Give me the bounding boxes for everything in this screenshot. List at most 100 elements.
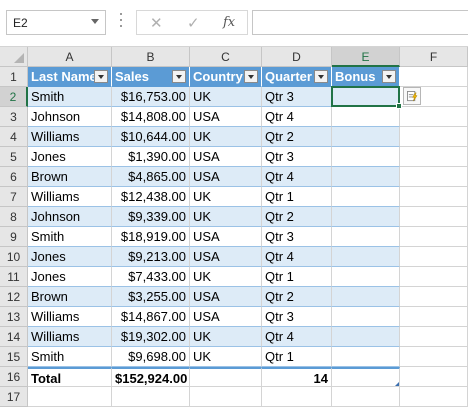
column-header-b[interactable]: B (112, 47, 190, 67)
empty-cell[interactable] (262, 387, 332, 407)
enter-icon[interactable]: ✓ (187, 15, 200, 32)
table-cell[interactable]: Williams (28, 187, 112, 207)
table-cell[interactable]: UK (190, 327, 262, 347)
table-cell[interactable]: Smith (28, 87, 112, 107)
row-header-17[interactable]: 17 (0, 387, 28, 407)
table-header-cell[interactable]: Sales (112, 67, 190, 87)
empty-cell[interactable] (400, 367, 468, 387)
table-cell[interactable] (332, 187, 400, 207)
flash-fill-options-icon[interactable] (403, 87, 421, 105)
column-header-a[interactable]: A (28, 47, 112, 67)
empty-cell[interactable] (400, 287, 468, 307)
table-cell[interactable]: UK (190, 127, 262, 147)
filter-dropdown-icon[interactable] (314, 70, 328, 83)
table-cell[interactable] (332, 87, 400, 107)
empty-cell[interactable] (400, 187, 468, 207)
table-cell[interactable]: $3,255.00 (112, 287, 190, 307)
row-header-4[interactable]: 4 (0, 127, 28, 147)
table-resize-handle[interactable] (395, 382, 399, 386)
row-header-8[interactable]: 8 (0, 207, 28, 227)
table-cell[interactable]: Qtr 3 (262, 307, 332, 327)
table-cell[interactable]: $14,808.00 (112, 107, 190, 127)
row-header-5[interactable]: 5 (0, 147, 28, 167)
row-header-14[interactable]: 14 (0, 327, 28, 347)
table-cell[interactable] (332, 327, 400, 347)
empty-cell[interactable] (190, 387, 262, 407)
filter-dropdown-icon[interactable] (172, 70, 186, 83)
table-cell[interactable]: UK (190, 267, 262, 287)
table-cell[interactable]: Williams (28, 127, 112, 147)
column-header-f[interactable]: F (400, 47, 468, 67)
total-row-cell[interactable]: $152,924.00 (112, 367, 190, 387)
fill-handle[interactable] (396, 103, 402, 109)
formula-input[interactable] (252, 10, 468, 35)
table-cell[interactable]: UK (190, 187, 262, 207)
empty-cell[interactable] (400, 167, 468, 187)
row-header-2[interactable]: 2 (0, 87, 28, 107)
column-header-e[interactable]: E (332, 47, 400, 67)
table-cell[interactable]: USA (190, 167, 262, 187)
table-cell[interactable]: USA (190, 247, 262, 267)
row-header-3[interactable]: 3 (0, 107, 28, 127)
filter-dropdown-icon[interactable] (244, 70, 258, 83)
table-cell[interactable] (332, 247, 400, 267)
row-header-6[interactable]: 6 (0, 167, 28, 187)
empty-cell[interactable] (400, 347, 468, 367)
row-header-15[interactable]: 15 (0, 347, 28, 367)
table-cell[interactable]: USA (190, 147, 262, 167)
table-cell[interactable]: Qtr 4 (262, 327, 332, 347)
formula-bar-grip[interactable] (119, 13, 123, 33)
empty-cell[interactable] (400, 147, 468, 167)
table-cell[interactable]: $18,919.00 (112, 227, 190, 247)
total-row-cell[interactable]: 14 (262, 367, 332, 387)
table-cell[interactable]: $4,865.00 (112, 167, 190, 187)
table-cell[interactable]: USA (190, 287, 262, 307)
filter-dropdown-icon[interactable] (382, 70, 396, 83)
table-cell[interactable] (332, 207, 400, 227)
table-cell[interactable]: Qtr 3 (262, 147, 332, 167)
table-cell[interactable]: $16,753.00 (112, 87, 190, 107)
column-header-c[interactable]: C (190, 47, 262, 67)
table-cell[interactable]: Qtr 2 (262, 207, 332, 227)
table-header-cell[interactable]: Quarter (262, 67, 332, 87)
row-header-12[interactable]: 12 (0, 287, 28, 307)
empty-cell[interactable] (400, 387, 468, 407)
table-cell[interactable]: UK (190, 347, 262, 367)
table-cell[interactable]: USA (190, 307, 262, 327)
table-cell[interactable]: Qtr 3 (262, 87, 332, 107)
select-all-button[interactable] (0, 47, 28, 67)
row-header-1[interactable]: 1 (0, 67, 28, 87)
table-cell[interactable]: $1,390.00 (112, 147, 190, 167)
table-cell[interactable] (332, 347, 400, 367)
row-header-10[interactable]: 10 (0, 247, 28, 267)
table-cell[interactable]: $9,213.00 (112, 247, 190, 267)
total-row-cell[interactable] (190, 367, 262, 387)
table-cell[interactable]: Smith (28, 227, 112, 247)
empty-cell[interactable] (400, 267, 468, 287)
table-header-cell[interactable]: Bonus (332, 67, 400, 87)
empty-cell[interactable] (400, 67, 468, 87)
empty-cell[interactable] (112, 387, 190, 407)
table-cell[interactable]: Williams (28, 327, 112, 347)
table-cell[interactable]: Qtr 4 (262, 167, 332, 187)
row-header-16[interactable]: 16 (0, 367, 28, 387)
table-cell[interactable]: Jones (28, 267, 112, 287)
table-cell[interactable]: Brown (28, 287, 112, 307)
table-cell[interactable]: $14,867.00 (112, 307, 190, 327)
empty-cell[interactable] (400, 307, 468, 327)
table-header-cell[interactable]: Country (190, 67, 262, 87)
table-cell[interactable]: $12,438.00 (112, 187, 190, 207)
table-cell[interactable]: Johnson (28, 107, 112, 127)
empty-cell[interactable] (28, 387, 112, 407)
row-header-7[interactable]: 7 (0, 187, 28, 207)
table-cell[interactable]: Qtr 1 (262, 347, 332, 367)
table-cell[interactable]: Qtr 3 (262, 227, 332, 247)
table-cell[interactable]: $7,433.00 (112, 267, 190, 287)
table-cell[interactable] (332, 267, 400, 287)
table-cell[interactable]: Williams (28, 307, 112, 327)
chevron-down-icon[interactable] (91, 19, 99, 24)
table-cell[interactable]: Jones (28, 147, 112, 167)
table-cell[interactable] (332, 287, 400, 307)
table-cell[interactable]: Qtr 1 (262, 267, 332, 287)
empty-cell[interactable] (400, 327, 468, 347)
